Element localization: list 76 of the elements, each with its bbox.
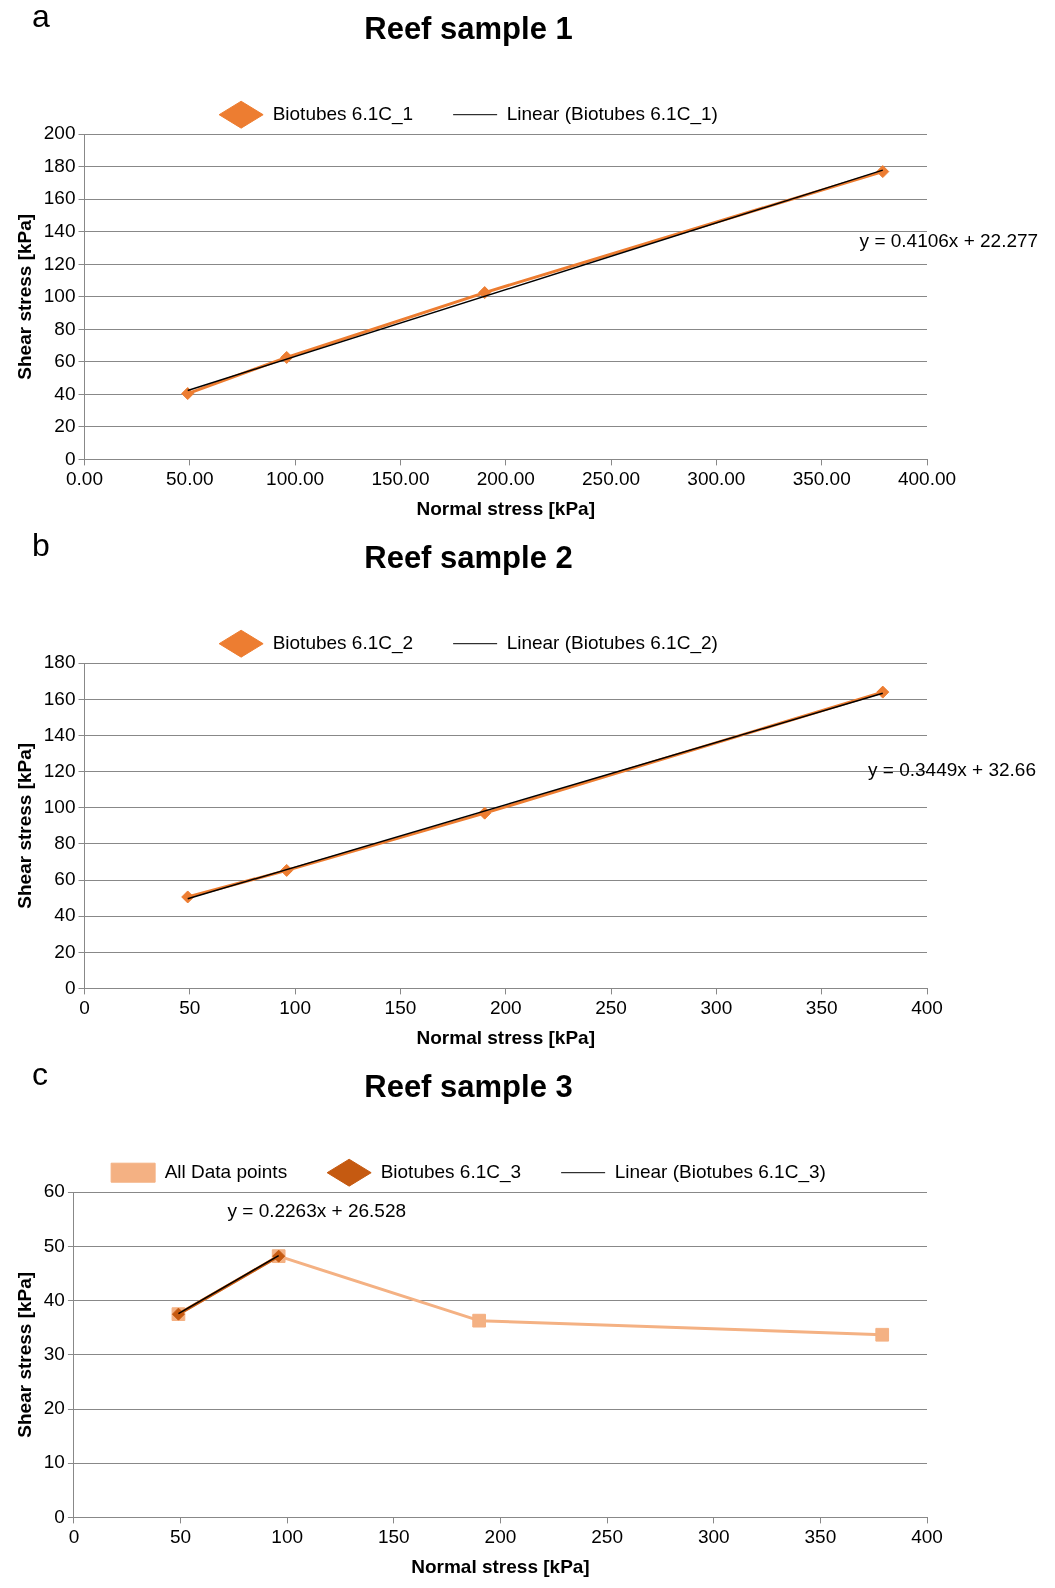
x-axis-title: Normal stress [kPa] [416,497,595,519]
x-tick-label: 300 [697,1526,730,1548]
x-tick-label: 400 [911,997,943,1019]
y-tick-label: 20 [54,940,76,962]
y-tick-label: 120 [43,252,76,274]
y-tick-label: 60 [54,868,76,890]
y-tick-label: 40 [54,904,76,926]
chart-title: Reef sample 2 [364,540,573,576]
legend-label: Linear (Biotubes 6.1C_3) [614,1160,826,1183]
annotation: y = 0.2263x + 26.528 [227,1199,407,1221]
y-axis-title: Shear stress [kPa] [13,1271,35,1438]
y-tick-label: 100 [43,285,76,307]
y-tick-label: 180 [43,154,76,176]
x-tick-label: 200 [489,997,522,1019]
y-axis-title: Shear stress [kPa] [13,213,35,380]
x-tick-label: 50.00 [166,468,214,490]
y-tick-label: 0 [64,976,76,998]
y-tick-label: 160 [43,187,76,209]
x-tick-label: 0.00 [66,468,103,490]
y-tick-label: 200 [43,122,76,144]
text: a [32,0,50,34]
legend-label: All Data points [164,1160,288,1182]
y-tick-label: 160 [43,687,76,709]
x-axis-title: Normal stress [kPa] [411,1555,590,1577]
y-tick-label: 40 [54,382,76,404]
x-tick-label: 250 [591,1526,623,1548]
chart-title: Reef sample 1 [364,11,573,47]
legend-label: Biotubes 6.1C_3 [380,1160,522,1183]
x-tick-label: 200 [484,1526,517,1548]
y-tick-label: 0 [54,1505,65,1527]
y-tick-label: 140 [43,219,76,241]
y-tick-label: 30 [43,1343,65,1365]
x-tick-label: 50 [179,997,201,1019]
y-axis-title: Shear stress [kPa] [13,742,35,909]
x-tick-label: 150 [384,997,417,1019]
y-tick-label: 80 [54,317,76,339]
y-tick-label: 100 [43,795,76,817]
text: b [32,526,50,563]
y-tick-label: 140 [43,723,76,745]
legend-label: Linear (Biotubes 6.1C_1) [506,102,718,125]
y-tick-label: 50 [43,1234,65,1256]
y-tick-label: 180 [43,651,76,673]
x-tick-label: 400 [911,1526,943,1548]
x-tick-label: 300 [700,997,733,1019]
x-tick-label: 400.00 [897,468,957,490]
y-tick-label: 10 [43,1451,65,1473]
x-tick-label: 300.00 [687,468,746,490]
y-tick-label: 0 [64,447,76,469]
legend-label: Biotubes 6.1C_2 [272,631,414,654]
x-tick-label: 250 [595,997,627,1019]
chart-title: Reef sample 3 [364,1069,573,1105]
y-tick-label: 20 [54,415,76,437]
x-tick-label: 50 [170,1526,192,1548]
x-tick-label: 350 [804,1526,837,1548]
x-tick-label: 200.00 [476,468,535,490]
annotation: y = 0.4106x + 22.277 [859,229,1039,251]
x-tick-label: 0 [79,997,90,1019]
x-tick-label: 250.00 [582,468,641,490]
text: c [32,1055,48,1092]
legend-label: Linear (Biotubes 6.1C_2) [506,631,718,654]
x-tick-label: 100 [279,997,311,1019]
y-tick-label: 20 [43,1397,65,1419]
annotation: y = 0.3449x + 32.66 [868,758,1036,780]
x-tick-label: 350 [805,997,838,1019]
y-tick-label: 80 [54,832,76,854]
y-tick-label: 120 [43,759,76,781]
y-tick-label: 60 [43,1180,65,1202]
x-tick-label: 100 [271,1526,304,1548]
x-axis-title: Normal stress [kPa] [416,1026,595,1048]
legend-label: Biotubes 6.1C_1 [272,102,414,125]
x-tick-label: 150.00 [371,468,430,490]
y-tick-label: 60 [54,350,76,372]
y-tick-label: 40 [43,1288,65,1310]
x-tick-label: 150 [377,1526,410,1548]
x-tick-label: 350.00 [792,468,851,490]
x-tick-label: 100.00 [266,468,325,490]
